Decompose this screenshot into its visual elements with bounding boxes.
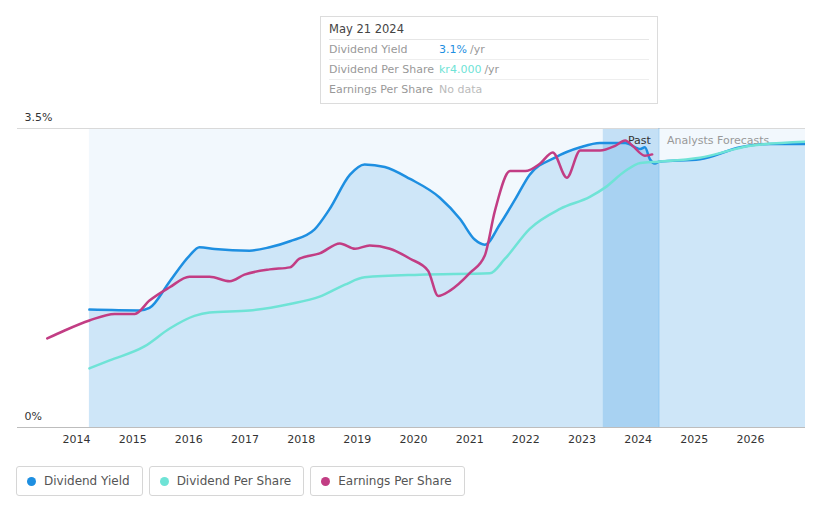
html-text:Earnings Per Share: Earnings Per Share (338, 474, 452, 488)
svg-text:Analysts Forecasts: Analysts Forecasts (666, 134, 770, 147)
svg-text:3.5%: 3.5% (25, 111, 53, 124)
svg-text:2021: 2021 (456, 433, 484, 446)
html-text:Dividend Per Share: Dividend Per Share (176, 474, 292, 488)
html-text:May 21 2024: May 21 2024 (329, 22, 404, 36)
svg-text:2019: 2019 (343, 433, 371, 446)
html-text:Dividend Yield: Dividend Yield (329, 43, 408, 56)
svg-text:0%: 0% (25, 410, 42, 423)
svg-text:2015: 2015 (119, 433, 147, 446)
svg-text:2022: 2022 (512, 433, 540, 446)
html-text:3.1% /yr: 3.1% /yr (439, 43, 485, 56)
html-text:Dividend Yield: Dividend Yield (44, 474, 130, 488)
svg-text:2025: 2025 (680, 433, 708, 446)
svg-text:2023: 2023 (568, 433, 596, 446)
svg-text:2018: 2018 (287, 433, 315, 446)
svg-text:2014: 2014 (62, 433, 90, 446)
svg-text:Past: Past (628, 134, 651, 147)
html-text:No data: No data (439, 83, 483, 96)
svg-text:2024: 2024 (624, 433, 652, 446)
svg-text:2017: 2017 (231, 433, 259, 446)
svg-text:2020: 2020 (399, 433, 427, 446)
html-text:Dividend Per Share kr4.000 /yr: Dividend Per Share kr4.000 /yr (329, 63, 500, 76)
svg-text:2026: 2026 (736, 433, 764, 446)
html-text:Earnings Per Share: Earnings Per Share (329, 83, 433, 96)
svg-text:2016: 2016 (175, 433, 203, 446)
